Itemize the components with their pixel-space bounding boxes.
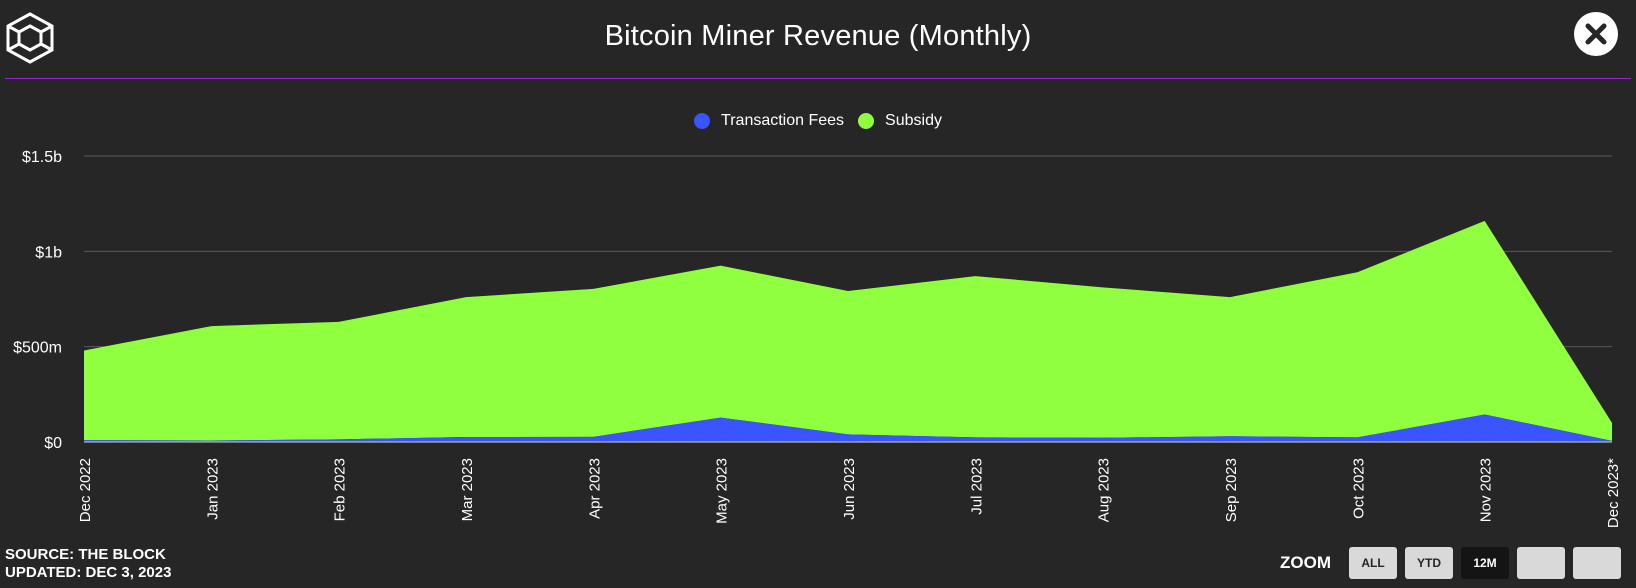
x-tick-label-9: Sep 2023: [1223, 458, 1240, 522]
zoom-extra-button-1[interactable]: [1517, 547, 1565, 579]
area-chart: $0 $500m $1b $1.5b Dec 2022 Jan 2023 Feb 2023 M…: [13, 149, 1622, 528]
legend-swatch-transaction-fees: [694, 113, 711, 129]
series-area-subsidy: [84, 220, 1612, 441]
close-button[interactable]: [1574, 12, 1618, 56]
zoom-extra-button-2[interactable]: [1573, 547, 1621, 579]
x-tick-label-0: Dec 2022: [77, 458, 94, 522]
x-tick-label-7: Jul 2023: [968, 458, 985, 515]
source-note: SOURCE: THE BLOCK UPDATED: DEC 3, 2023: [5, 546, 171, 582]
chart-legend: Transaction Fees Subsidy: [0, 110, 1636, 132]
the-block-logo-icon: [6, 12, 54, 64]
chart-header: Bitcoin Miner Revenue (Monthly): [0, 0, 1636, 80]
x-tick-label-8: Aug 2023: [1096, 458, 1113, 522]
zoom-all-button[interactable]: ALL: [1349, 547, 1397, 579]
legend-label-subsidy: Subsidy: [885, 112, 942, 129]
x-tick-label-12: Dec 2023*: [1605, 458, 1622, 528]
source-text: SOURCE: THE BLOCK: [5, 546, 166, 563]
zoom-label: ZOOM: [1280, 553, 1331, 572]
x-tick-label-2: Feb 2023: [332, 458, 349, 521]
legend-item-subsidy[interactable]: Subsidy: [858, 112, 942, 130]
legend-swatch-subsidy: [858, 113, 875, 129]
x-tick-label-1: Jan 2023: [204, 458, 221, 520]
chart-title: Bitcoin Miner Revenue (Monthly): [604, 20, 1032, 52]
y-tick-label-2: $1b: [35, 244, 62, 261]
y-tick-label-3: $1.5b: [22, 149, 62, 166]
updated-text: UPDATED: DEC 3, 2023: [5, 564, 172, 581]
x-tick-label-11: Nov 2023: [1478, 458, 1495, 522]
x-tick-label-6: Jun 2023: [841, 458, 858, 520]
x-tick-label-5: May 2023: [714, 458, 731, 524]
legend-item-transaction-fees[interactable]: Transaction Fees: [694, 112, 844, 130]
legend-label-transaction-fees: Transaction Fees: [721, 112, 845, 129]
y-tick-label-1: $500m: [13, 340, 62, 357]
x-tick-label-3: Mar 2023: [459, 458, 476, 521]
close-icon: [1585, 23, 1607, 45]
y-tick-label-0: $0: [44, 435, 62, 452]
header-divider: [5, 78, 1631, 79]
zoom-controls: ZOOM ALL YTD 12M: [1280, 547, 1621, 579]
x-tick-label-10: Oct 2023: [1350, 458, 1367, 519]
zoom-ytd-button[interactable]: YTD: [1405, 547, 1453, 579]
series-area-transaction-fees: [84, 414, 1612, 442]
x-tick-label-4: Apr 2023: [586, 458, 603, 519]
zoom-12m-button[interactable]: 12M: [1461, 547, 1509, 579]
